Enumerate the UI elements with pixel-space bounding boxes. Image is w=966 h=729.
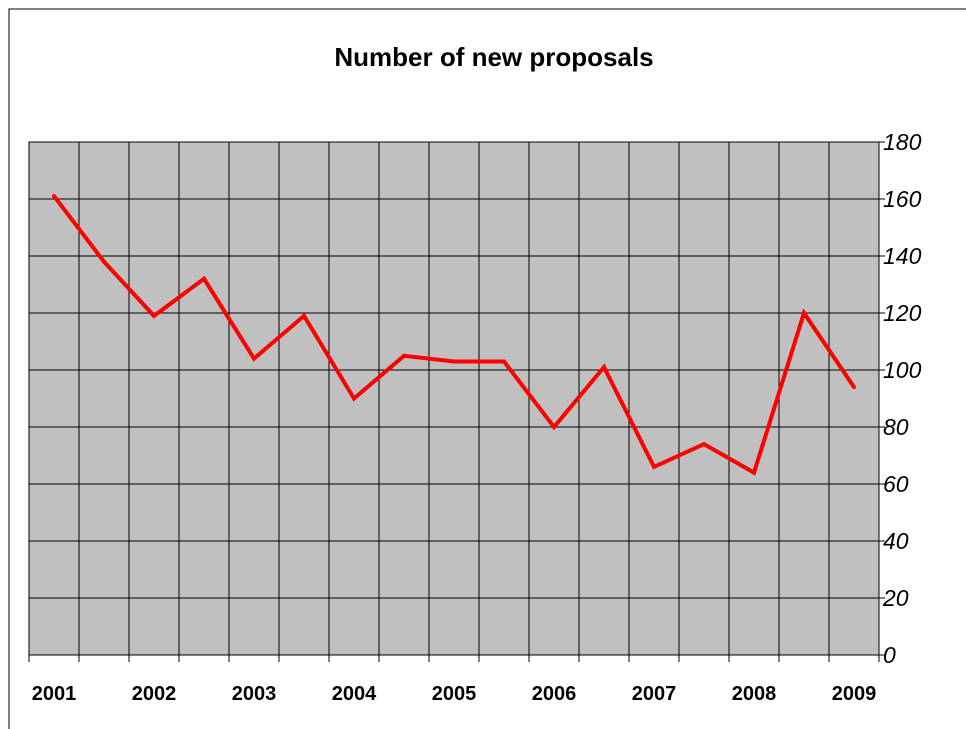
x-tick-label: 2003	[232, 683, 277, 705]
x-tick-label: 2001	[32, 683, 77, 705]
data-point	[102, 259, 106, 264]
data-point	[52, 194, 56, 199]
y-axis-labels: 0 20 40 60 80 100 120 140 160 180	[882, 129, 922, 668]
x-tick-label: 2004	[332, 683, 377, 705]
series-group	[52, 194, 856, 476]
data-point	[452, 359, 456, 364]
data-point	[302, 313, 306, 318]
y-tick-label: 20	[882, 585, 909, 611]
y-tick-label: 140	[883, 243, 922, 269]
data-point	[652, 464, 656, 469]
y-tick-label: 60	[883, 471, 909, 497]
data-point	[802, 311, 806, 315]
chart-title: Number of new proposals	[334, 42, 653, 72]
x-axis-ticks	[28, 655, 880, 662]
data-point	[502, 359, 506, 364]
x-tick-label: 2002	[132, 683, 177, 705]
y-axis-ticks	[879, 141, 885, 656]
data-point	[852, 385, 856, 390]
y-tick-label: 0	[883, 642, 896, 668]
data-point	[202, 276, 206, 281]
x-tick-label: 2007	[632, 683, 677, 705]
x-tick-label: 2009	[832, 683, 877, 705]
y-tick-label: 120	[883, 300, 922, 326]
x-tick-label: 2006	[532, 683, 577, 705]
data-point	[602, 365, 606, 370]
plot-area	[28, 141, 880, 656]
y-tick-label: 80	[883, 414, 909, 440]
data-point	[402, 353, 406, 358]
chart-border	[8, 8, 966, 729]
vertical-gridlines	[78, 142, 830, 655]
y-tick-label: 40	[883, 528, 909, 554]
y-tick-label: 180	[883, 129, 922, 155]
data-point	[752, 470, 756, 475]
y-tick-label: 100	[883, 357, 922, 383]
data-point	[702, 442, 706, 447]
y-tick-label: 160	[883, 186, 922, 212]
data-point	[152, 313, 156, 318]
data-point	[352, 396, 356, 401]
data-point	[552, 425, 556, 429]
x-tick-label: 2008	[732, 683, 777, 705]
x-axis-labels: 2001 2002 2003 2004 2005 2006 2007 2008 2009	[32, 683, 877, 705]
horizontal-gridlines	[29, 198, 879, 599]
x-tick-label: 2005	[432, 683, 477, 705]
data-point	[252, 356, 256, 361]
